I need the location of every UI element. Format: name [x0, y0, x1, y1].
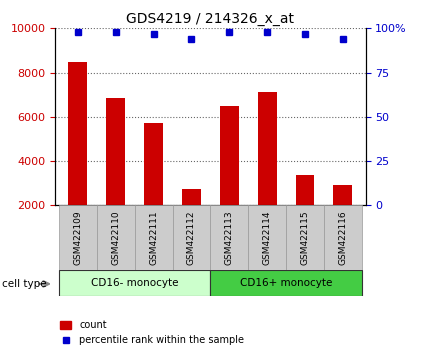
Bar: [59, 205, 97, 271]
Bar: [258, 92, 277, 205]
Legend: count, percentile rank within the sample: count, percentile rank within the sample: [56, 316, 248, 349]
Text: GSM422111: GSM422111: [149, 211, 158, 266]
Text: GSM422113: GSM422113: [225, 211, 234, 266]
Bar: [324, 205, 362, 271]
Bar: [106, 98, 125, 205]
Title: GDS4219 / 214326_x_at: GDS4219 / 214326_x_at: [126, 12, 295, 26]
Bar: [295, 176, 314, 205]
Text: cell type: cell type: [2, 279, 47, 289]
Bar: [182, 189, 201, 205]
Text: GSM422109: GSM422109: [74, 211, 82, 266]
Text: GSM422116: GSM422116: [338, 211, 347, 266]
Bar: [333, 185, 352, 205]
Bar: [135, 205, 173, 271]
Text: CD16- monocyte: CD16- monocyte: [91, 278, 178, 288]
Text: GSM422112: GSM422112: [187, 211, 196, 265]
Bar: [173, 205, 210, 271]
Bar: [210, 205, 248, 271]
Bar: [220, 106, 239, 205]
Bar: [248, 205, 286, 271]
Text: CD16+ monocyte: CD16+ monocyte: [240, 278, 332, 288]
Text: GSM422115: GSM422115: [300, 211, 309, 266]
Bar: [210, 270, 362, 296]
Bar: [97, 205, 135, 271]
Bar: [144, 124, 163, 205]
Text: GSM422110: GSM422110: [111, 211, 120, 266]
Bar: [286, 205, 324, 271]
Text: GSM422114: GSM422114: [263, 211, 272, 265]
Bar: [68, 62, 88, 205]
Bar: [59, 270, 210, 296]
